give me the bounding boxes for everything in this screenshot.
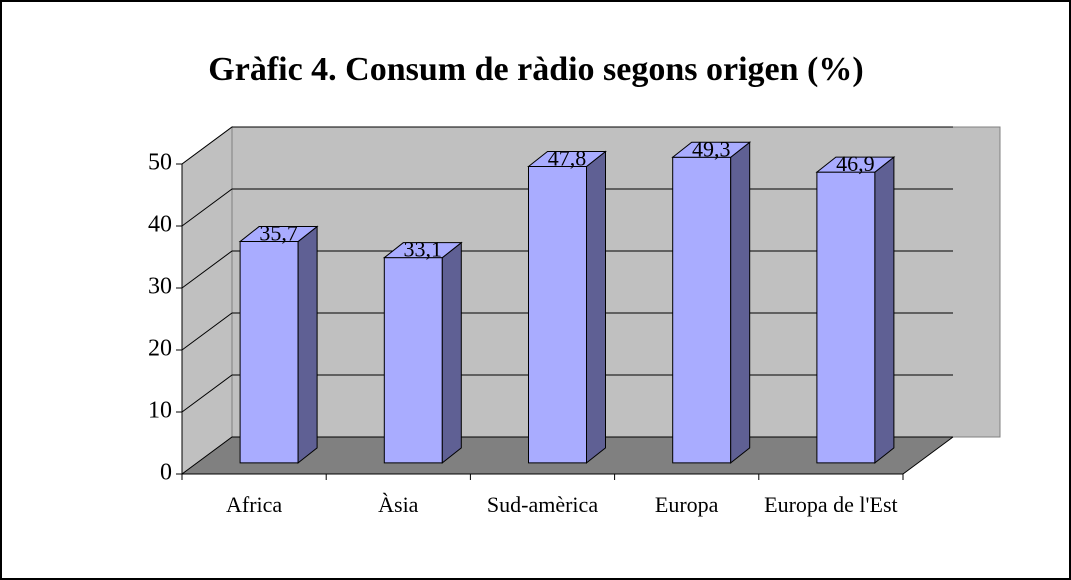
bar-top <box>671 141 752 158</box>
bar-side <box>874 156 895 464</box>
bar-top <box>238 226 319 243</box>
x-tick-label: Sud-amèrica <box>486 492 599 517</box>
bar-side <box>297 225 318 464</box>
bar-side <box>441 241 462 464</box>
y-tick-label: 30 <box>148 274 172 300</box>
bar-side <box>586 150 606 464</box>
x-tick-label: Àsia <box>378 492 419 517</box>
x-tick-label: Africa <box>226 492 283 517</box>
bar <box>238 225 319 464</box>
chart-title: Gràfic 4. Consum de ràdio segons origen … <box>208 51 863 88</box>
bar-front <box>528 166 587 464</box>
bar-top <box>527 151 607 168</box>
bar-front <box>239 241 299 464</box>
grid-line <box>181 126 953 165</box>
y-tick-label: 10 <box>148 398 172 424</box>
side-wall <box>181 126 233 475</box>
y-tick-label: 40 <box>148 212 172 238</box>
value-label: 47,8 <box>548 146 587 171</box>
x-tick-label: Europa <box>654 492 719 517</box>
value-label: 33,1 <box>404 237 443 262</box>
bar <box>382 241 463 464</box>
bar-side <box>730 141 751 464</box>
floor-edge <box>902 436 954 475</box>
bar-front <box>816 171 876 464</box>
bar-top <box>382 242 463 259</box>
y-tick-label: 20 <box>148 336 172 362</box>
bar-top <box>815 156 896 173</box>
value-label: 35,7 <box>259 221 298 246</box>
value-label: 49,3 <box>692 136 731 161</box>
bar <box>671 141 752 464</box>
bar-front <box>672 156 732 464</box>
x-tick-label: Europa de l'Est <box>764 492 898 517</box>
bar <box>527 150 607 464</box>
bar <box>815 156 896 464</box>
y-tick-label: 50 <box>148 150 172 176</box>
value-label: 46,9 <box>836 151 875 176</box>
y-tick-label: 0 <box>160 460 172 486</box>
bar-front <box>383 257 443 464</box>
